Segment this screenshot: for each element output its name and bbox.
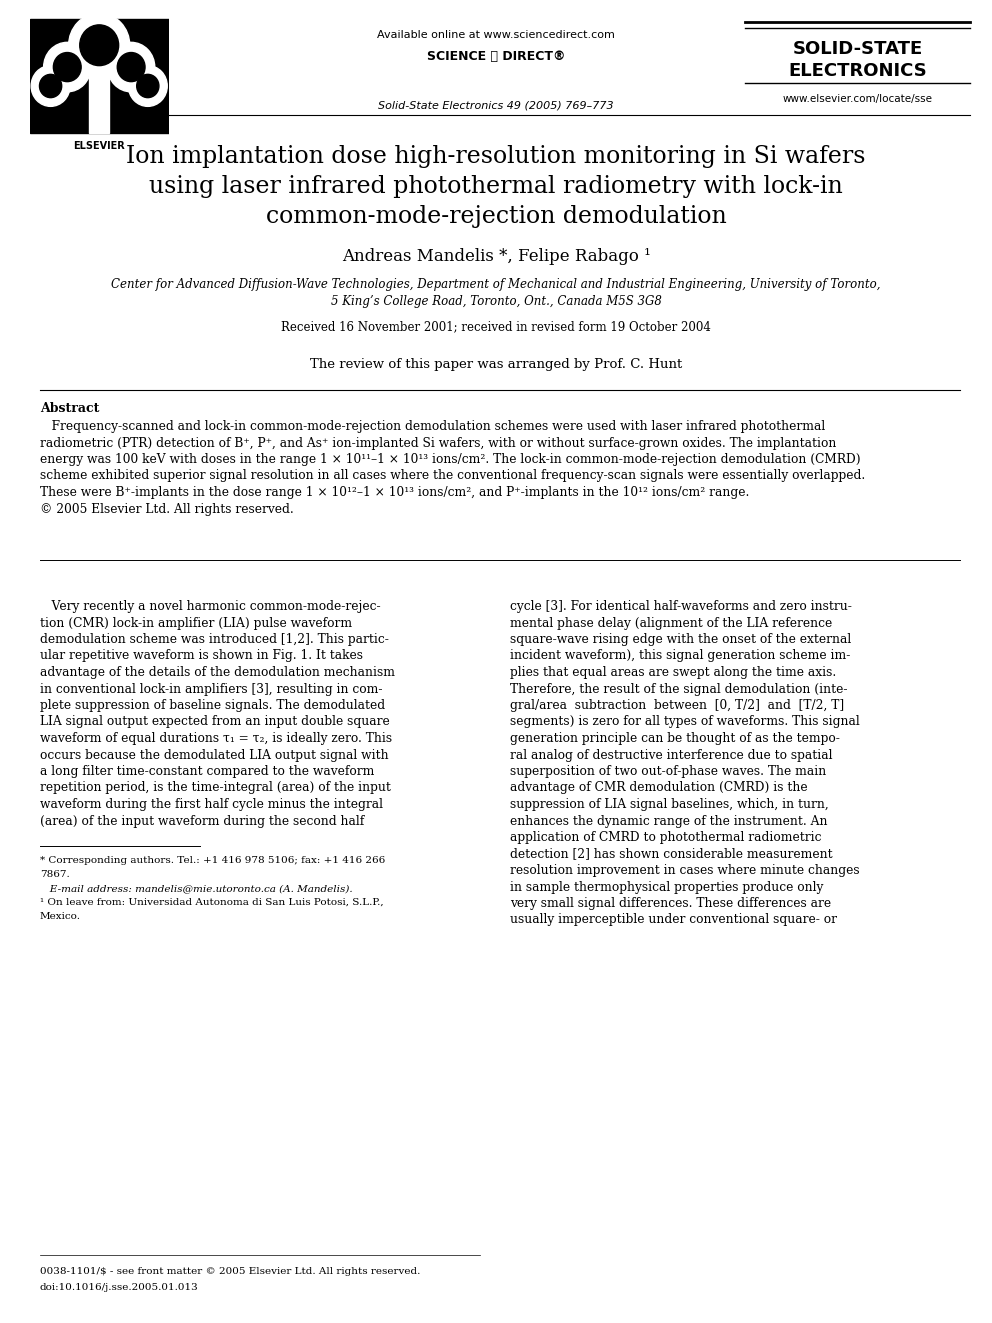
Text: The review of this paper was arranged by Prof. C. Hunt: The review of this paper was arranged by… <box>310 359 682 370</box>
Text: very small signal differences. These differences are: very small signal differences. These dif… <box>510 897 831 910</box>
Text: repetition period, is the time-integral (area) of the input: repetition period, is the time-integral … <box>40 782 391 795</box>
Text: 7867.: 7867. <box>40 871 69 878</box>
Text: SOLID-STATE: SOLID-STATE <box>793 40 924 58</box>
Text: ular repetitive waveform is shown in Fig. 1. It takes: ular repetitive waveform is shown in Fig… <box>40 650 363 663</box>
Text: 5 King’s College Road, Toronto, Ont., Canada M5S 3G8: 5 King’s College Road, Toronto, Ont., Ca… <box>330 295 662 308</box>
Text: square-wave rising edge with the onset of the external: square-wave rising edge with the onset o… <box>510 632 851 646</box>
Text: advantage of the details of the demodulation mechanism: advantage of the details of the demodula… <box>40 665 395 679</box>
Text: plete suppression of baseline signals. The demodulated: plete suppression of baseline signals. T… <box>40 699 385 712</box>
Text: waveform of equal durations τ₁ = τ₂, is ideally zero. This: waveform of equal durations τ₁ = τ₂, is … <box>40 732 392 745</box>
Text: plies that equal areas are swept along the time axis.: plies that equal areas are swept along t… <box>510 665 836 679</box>
Text: E-mail address: mandelis@mie.utoronto.ca (A. Mandelis).: E-mail address: mandelis@mie.utoronto.ca… <box>40 884 352 893</box>
Circle shape <box>117 53 145 82</box>
Circle shape <box>107 42 155 91</box>
Circle shape <box>137 74 159 98</box>
Text: scheme exhibited superior signal resolution in all cases where the conventional : scheme exhibited superior signal resolut… <box>40 470 865 483</box>
Circle shape <box>79 25 119 66</box>
Text: Andreas Mandelis *, Felipe Rabago ¹: Andreas Mandelis *, Felipe Rabago ¹ <box>341 247 651 265</box>
Text: incident waveform), this signal generation scheme im-: incident waveform), this signal generati… <box>510 650 850 663</box>
Text: a long filter time-constant compared to the waveform: a long filter time-constant compared to … <box>40 765 374 778</box>
Text: using laser infrared photothermal radiometry with lock-in: using laser infrared photothermal radiom… <box>149 175 843 198</box>
Text: detection [2] has shown considerable measurement: detection [2] has shown considerable mea… <box>510 848 832 860</box>
Text: ¹ On leave from: Universidad Autonoma di San Luis Potosi, S.L.P.,: ¹ On leave from: Universidad Autonoma di… <box>40 898 384 908</box>
Text: SCIENCE ⓓ DIRECT®: SCIENCE ⓓ DIRECT® <box>427 50 565 64</box>
Text: Therefore, the result of the signal demodulation (inte-: Therefore, the result of the signal demo… <box>510 683 847 696</box>
Text: common-mode-rejection demodulation: common-mode-rejection demodulation <box>266 205 726 228</box>
Text: tion (CMR) lock-in amplifier (LIA) pulse waveform: tion (CMR) lock-in amplifier (LIA) pulse… <box>40 617 352 630</box>
Text: 0038-1101/$ - see front matter © 2005 Elsevier Ltd. All rights reserved.: 0038-1101/$ - see front matter © 2005 El… <box>40 1267 421 1275</box>
Text: (area) of the input waveform during the second half: (area) of the input waveform during the … <box>40 815 364 827</box>
Text: ELECTRONICS: ELECTRONICS <box>789 62 928 79</box>
Text: © 2005 Elsevier Ltd. All rights reserved.: © 2005 Elsevier Ltd. All rights reserved… <box>40 503 294 516</box>
Text: Mexico.: Mexico. <box>40 912 81 921</box>
Text: Received 16 November 2001; received in revised form 19 October 2004: Received 16 November 2001; received in r… <box>281 320 711 333</box>
Circle shape <box>40 74 62 98</box>
Text: segments) is zero for all types of waveforms. This signal: segments) is zero for all types of wavef… <box>510 716 860 729</box>
Text: doi:10.1016/j.sse.2005.01.013: doi:10.1016/j.sse.2005.01.013 <box>40 1283 198 1293</box>
Text: ELSEVIER: ELSEVIER <box>73 140 125 151</box>
Text: advantage of CMR demodulation (CMRD) is the: advantage of CMR demodulation (CMRD) is … <box>510 782 807 795</box>
Text: application of CMRD to photothermal radiometric: application of CMRD to photothermal radi… <box>510 831 821 844</box>
Circle shape <box>68 13 130 77</box>
Text: cycle [3]. For identical half-waveforms and zero instru-: cycle [3]. For identical half-waveforms … <box>510 601 852 613</box>
Text: LIA signal output expected from an input double square: LIA signal output expected from an input… <box>40 716 390 729</box>
Text: energy was 100 keV with doses in the range 1 × 10¹¹–1 × 10¹³ ions/cm². The lock-: energy was 100 keV with doses in the ran… <box>40 452 861 466</box>
Text: superposition of two out-of-phase waves. The main: superposition of two out-of-phase waves.… <box>510 765 826 778</box>
Text: Solid-State Electronics 49 (2005) 769–773: Solid-State Electronics 49 (2005) 769–77… <box>378 101 614 110</box>
Bar <box>30 19 169 132</box>
Text: waveform during the first half cycle minus the integral: waveform during the first half cycle min… <box>40 798 383 811</box>
Text: These were B⁺-implants in the dose range 1 × 10¹²–1 × 10¹³ ions/cm², and P⁺-impl: These were B⁺-implants in the dose range… <box>40 486 749 499</box>
Text: Abstract: Abstract <box>40 402 99 415</box>
Text: occurs because the demodulated LIA output signal with: occurs because the demodulated LIA outpu… <box>40 749 389 762</box>
Text: ral analog of destructive interference due to spatial: ral analog of destructive interference d… <box>510 749 832 762</box>
Text: * Corresponding authors. Tel.: +1 416 978 5106; fax: +1 416 266: * Corresponding authors. Tel.: +1 416 97… <box>40 856 385 865</box>
Circle shape <box>31 66 70 106</box>
Text: Ion implantation dose high-resolution monitoring in Si wafers: Ion implantation dose high-resolution mo… <box>126 146 866 168</box>
Circle shape <box>44 42 91 91</box>
Text: mental phase delay (alignment of the LIA reference: mental phase delay (alignment of the LIA… <box>510 617 832 630</box>
Text: enhances the dynamic range of the instrument. An: enhances the dynamic range of the instru… <box>510 815 827 827</box>
Text: gral/area  subtraction  between  [0, T/2]  and  [T/2, T]: gral/area subtraction between [0, T/2] a… <box>510 699 844 712</box>
Text: Very recently a novel harmonic common-mode-rejec-: Very recently a novel harmonic common-mo… <box>40 601 381 613</box>
Text: demodulation scheme was introduced [1,2]. This partic-: demodulation scheme was introduced [1,2]… <box>40 632 389 646</box>
Bar <box>89 71 109 132</box>
Text: in sample thermophysical properties produce only: in sample thermophysical properties prod… <box>510 881 823 893</box>
Text: Available online at www.sciencedirect.com: Available online at www.sciencedirect.co… <box>377 30 615 40</box>
Text: usually imperceptible under conventional square- or: usually imperceptible under conventional… <box>510 913 837 926</box>
Text: radiometric (PTR) detection of B⁺, P⁺, and As⁺ ion-implanted Si wafers, with or : radiometric (PTR) detection of B⁺, P⁺, a… <box>40 437 836 450</box>
Text: Center for Advanced Diffusion-Wave Technologies, Department of Mechanical and In: Center for Advanced Diffusion-Wave Techn… <box>111 278 881 291</box>
Text: resolution improvement in cases where minute changes: resolution improvement in cases where mi… <box>510 864 860 877</box>
Text: generation principle can be thought of as the tempo-: generation principle can be thought of a… <box>510 732 840 745</box>
Text: Frequency-scanned and lock-in common-mode-rejection demodulation schemes were us: Frequency-scanned and lock-in common-mod… <box>40 419 825 433</box>
Circle shape <box>128 66 168 106</box>
Text: in conventional lock-in amplifiers [3], resulting in com-: in conventional lock-in amplifiers [3], … <box>40 683 383 696</box>
Text: suppression of LIA signal baselines, which, in turn,: suppression of LIA signal baselines, whi… <box>510 798 828 811</box>
Circle shape <box>54 53 81 82</box>
Text: www.elsevier.com/locate/sse: www.elsevier.com/locate/sse <box>783 94 933 105</box>
